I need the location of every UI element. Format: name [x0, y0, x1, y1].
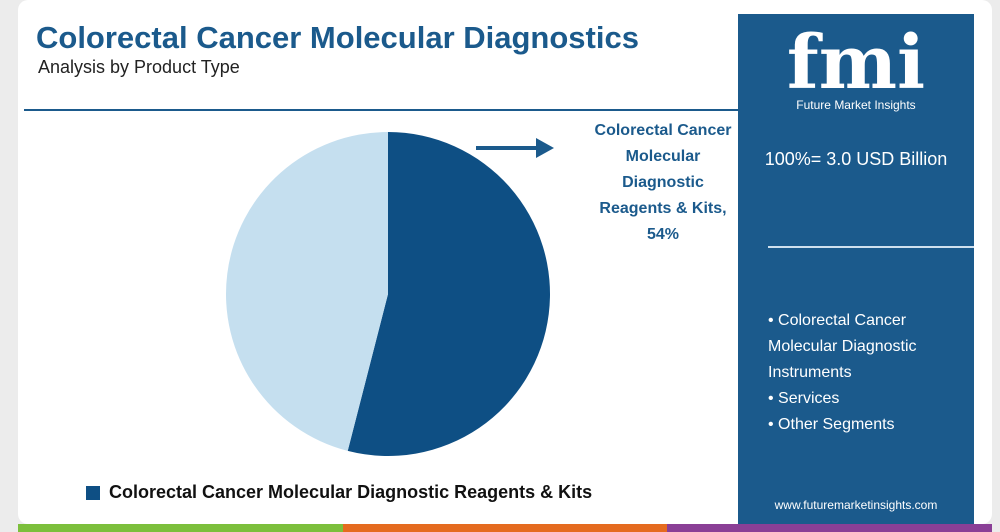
chart-title: Colorectal Cancer Molecular Diagnostics [36, 20, 639, 55]
fmi-logo: fmi [788, 24, 924, 96]
callout-line: Colorectal Cancer [594, 122, 732, 139]
callout-line: Reagents & Kits, [599, 200, 727, 217]
panel-divider [768, 246, 974, 248]
logo-text: fmi [788, 24, 924, 96]
callout-value: 54% [646, 226, 680, 243]
segment-item: • Colorectal Cancer Molecular Diagnostic… [768, 312, 917, 381]
legend-label: Colorectal Cancer Molecular Diagnostic R… [109, 482, 593, 502]
chart-subtitle: Analysis by Product Type [38, 57, 240, 77]
color-bar-segment [342, 524, 668, 532]
pie-chart [226, 132, 550, 457]
segment-item: • Other Segments [768, 416, 895, 433]
logo-tagline: Future Market Insights [796, 98, 916, 112]
market-total: 100%= 3.0 USD Billion [764, 149, 948, 169]
color-bar-segment [18, 524, 343, 532]
pie-slice [226, 132, 388, 451]
slice-callout: Colorectal Cancer Molecular Diagnostic R… [573, 118, 753, 248]
info-panel: fmi Future Market Insights 100%= 3.0 USD… [738, 14, 974, 524]
other-segments-list: • Colorectal Cancer Molecular Diagnostic… [768, 308, 968, 438]
color-bar-segment [667, 524, 993, 532]
segment-item: • Services [768, 390, 840, 407]
callout-line: Molecular [625, 148, 701, 165]
chart-legend: Colorectal Cancer Molecular Diagnostic R… [86, 482, 592, 503]
arrow-right-icon [476, 138, 554, 158]
color-bar [18, 524, 993, 532]
pie-slice [347, 132, 550, 457]
legend-swatch [86, 485, 100, 500]
title-divider [24, 109, 758, 111]
website-link[interactable]: www.futuremarketinsights.com [774, 498, 938, 512]
callout-line: Diagnostic [622, 174, 704, 191]
